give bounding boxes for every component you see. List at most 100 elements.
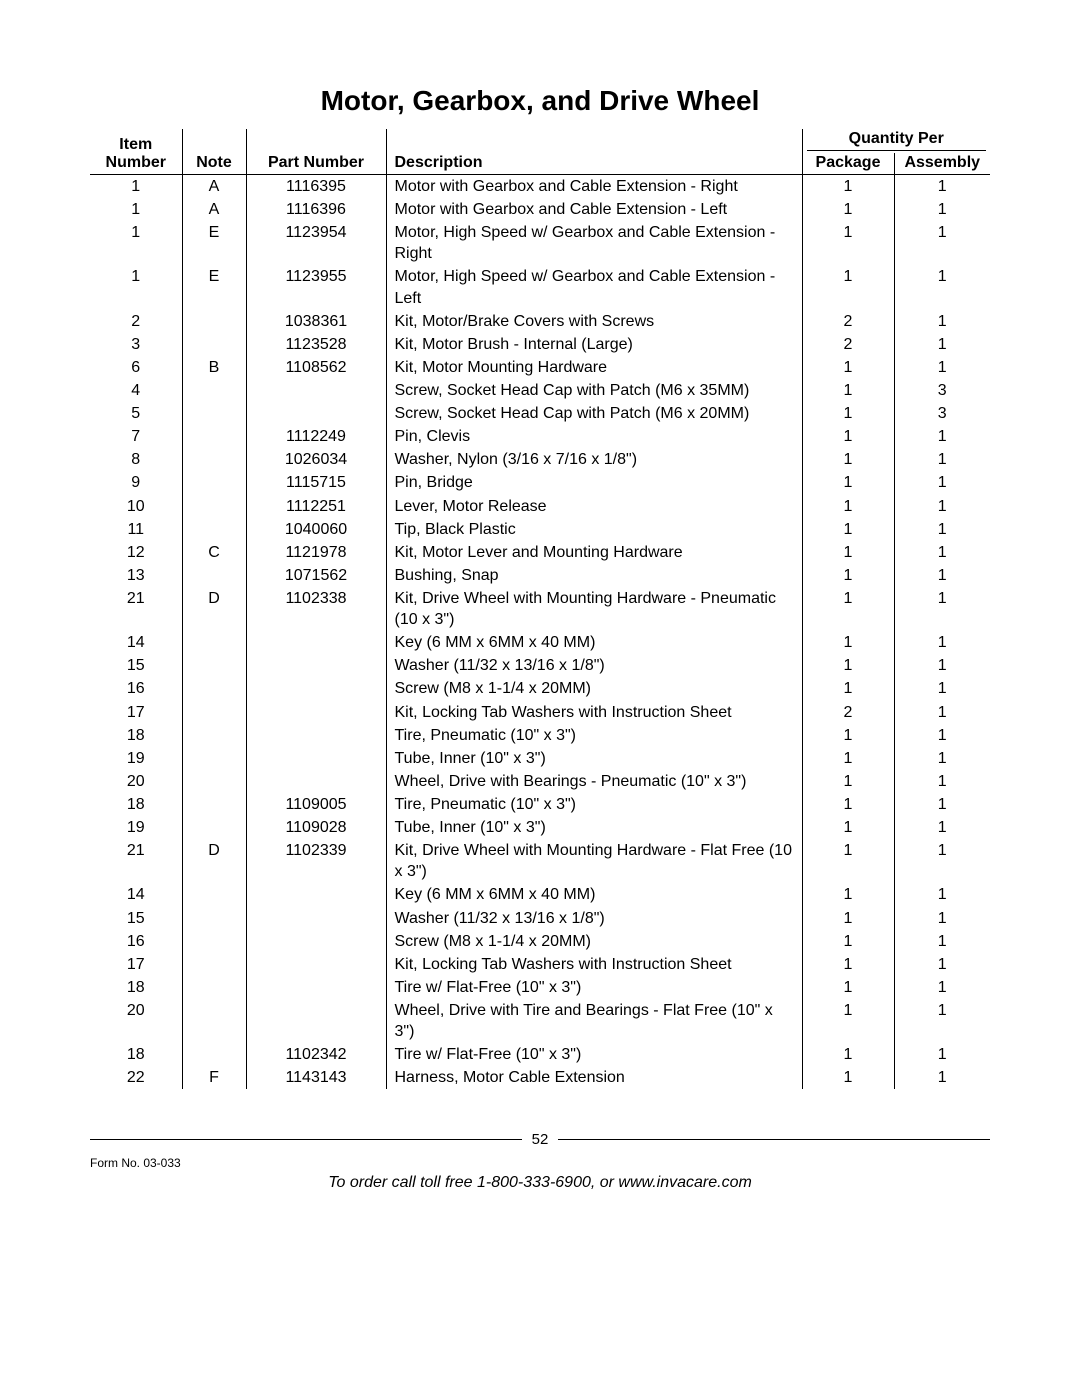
cell-item: 7	[90, 425, 182, 448]
cell-asm: 1	[894, 654, 990, 677]
cell-pkg: 1	[802, 747, 894, 770]
cell-pkg: 1	[802, 631, 894, 654]
cell-item: 9	[90, 471, 182, 494]
cell-part: 1112251	[246, 495, 386, 518]
table-row: 14Key (6 MM x 6MM x 40 MM)11	[90, 883, 990, 906]
cell-part	[246, 677, 386, 700]
cell-item: 19	[90, 747, 182, 770]
cell-asm: 1	[894, 198, 990, 221]
cell-asm: 1	[894, 175, 990, 199]
cell-pkg: 1	[802, 907, 894, 930]
cell-part: 1102338	[246, 587, 386, 631]
cell-asm: 1	[894, 677, 990, 700]
cell-asm: 1	[894, 333, 990, 356]
cell-asm: 1	[894, 793, 990, 816]
cell-pkg: 1	[802, 356, 894, 379]
cell-asm: 1	[894, 816, 990, 839]
cell-desc: Tube, Inner (10" x 3")	[386, 747, 802, 770]
cell-item: 3	[90, 333, 182, 356]
cell-note	[182, 793, 246, 816]
cell-pkg: 2	[802, 310, 894, 333]
table-row: 101112251Lever, Motor Release11	[90, 495, 990, 518]
cell-asm: 1	[894, 953, 990, 976]
cell-note	[182, 448, 246, 471]
cell-desc: Screw, Socket Head Cap with Patch (M6 x …	[386, 402, 802, 425]
cell-pkg: 1	[802, 495, 894, 518]
cell-note	[182, 379, 246, 402]
cell-asm: 1	[894, 747, 990, 770]
cell-note	[182, 518, 246, 541]
cell-note	[182, 471, 246, 494]
cell-pkg: 1	[802, 175, 894, 199]
col-header-item: Item Number	[90, 129, 182, 175]
cell-desc: Motor, High Speed w/ Gearbox and Cable E…	[386, 265, 802, 309]
cell-item: 10	[90, 495, 182, 518]
cell-item: 18	[90, 724, 182, 747]
cell-asm: 1	[894, 930, 990, 953]
col-header-part: Part Number	[246, 129, 386, 175]
table-row: 131071562Bushing, Snap11	[90, 564, 990, 587]
cell-asm: 1	[894, 564, 990, 587]
cell-item: 16	[90, 930, 182, 953]
cell-pkg: 1	[802, 1066, 894, 1089]
cell-part	[246, 654, 386, 677]
cell-desc: Kit, Motor Lever and Mounting Hardware	[386, 541, 802, 564]
cell-item: 14	[90, 883, 182, 906]
cell-desc: Washer (11/32 x 13/16 x 1/8")	[386, 907, 802, 930]
cell-note	[182, 701, 246, 724]
cell-note	[182, 930, 246, 953]
cell-asm: 3	[894, 379, 990, 402]
table-row: 181102342Tire w/ Flat-Free (10" x 3")11	[90, 1043, 990, 1066]
cell-pkg: 1	[802, 265, 894, 309]
cell-part: 1102339	[246, 839, 386, 883]
cell-desc: Motor with Gearbox and Cable Extension -…	[386, 198, 802, 221]
cell-part	[246, 747, 386, 770]
cell-pkg: 1	[802, 221, 894, 265]
cell-desc: Pin, Clevis	[386, 425, 802, 448]
cell-pkg: 1	[802, 471, 894, 494]
cell-item: 1	[90, 221, 182, 265]
cell-desc: Kit, Motor Brush - Internal (Large)	[386, 333, 802, 356]
cell-item: 16	[90, 677, 182, 700]
table-row: 21D1102338Kit, Drive Wheel with Mounting…	[90, 587, 990, 631]
cell-item: 4	[90, 379, 182, 402]
cell-pkg: 1	[802, 677, 894, 700]
cell-desc: Tube, Inner (10" x 3")	[386, 816, 802, 839]
cell-desc: Tire w/ Flat-Free (10" x 3")	[386, 976, 802, 999]
table-row: 15Washer (11/32 x 13/16 x 1/8")11	[90, 654, 990, 677]
cell-item: 20	[90, 999, 182, 1043]
cell-pkg: 1	[802, 999, 894, 1043]
table-row: 22F1143143Harness, Motor Cable Extension…	[90, 1066, 990, 1089]
cell-pkg: 2	[802, 701, 894, 724]
cell-pkg: 1	[802, 770, 894, 793]
cell-note: F	[182, 1066, 246, 1089]
cell-part	[246, 907, 386, 930]
cell-item: 18	[90, 793, 182, 816]
cell-part	[246, 976, 386, 999]
table-row: 17Kit, Locking Tab Washers with Instruct…	[90, 953, 990, 976]
cell-asm: 1	[894, 587, 990, 631]
cell-part	[246, 402, 386, 425]
table-row: 1E1123955Motor, High Speed w/ Gearbox an…	[90, 265, 990, 309]
cell-note	[182, 747, 246, 770]
cell-desc: Wheel, Drive with Tire and Bearings - Fl…	[386, 999, 802, 1043]
cell-note	[182, 310, 246, 333]
cell-note	[182, 654, 246, 677]
cell-note	[182, 816, 246, 839]
cell-pkg: 2	[802, 333, 894, 356]
table-row: 12C1121978Kit, Motor Lever and Mounting …	[90, 541, 990, 564]
cell-pkg: 1	[802, 654, 894, 677]
parts-table: Item Number Note Part Number Description…	[90, 129, 990, 1089]
table-row: 18Tire w/ Flat-Free (10" x 3")11	[90, 976, 990, 999]
table-row: 20 Wheel, Drive with Tire and Bearings - …	[90, 999, 990, 1043]
cell-pkg: 1	[802, 564, 894, 587]
cell-item: 19	[90, 816, 182, 839]
cell-item: 18	[90, 976, 182, 999]
cell-part: 1115715	[246, 471, 386, 494]
col-header-desc: Description	[386, 129, 802, 175]
cell-note: B	[182, 356, 246, 379]
cell-desc: Harness, Motor Cable Extension	[386, 1066, 802, 1089]
cell-note	[182, 677, 246, 700]
cell-note	[182, 333, 246, 356]
cell-desc: Pin, Bridge	[386, 471, 802, 494]
